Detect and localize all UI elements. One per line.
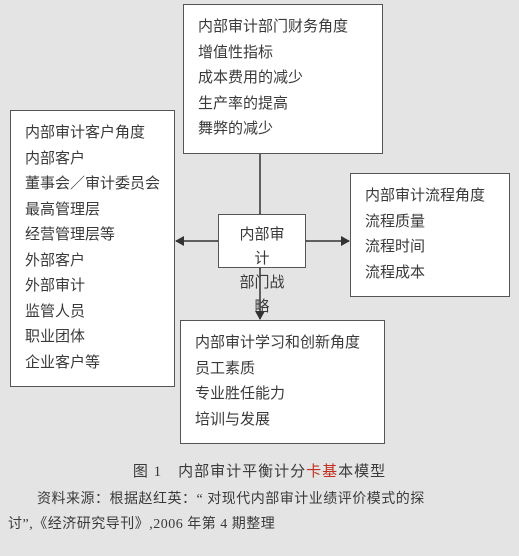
panel-process: 内部审计流程角度流程质量流程时间流程成本 xyxy=(350,173,510,297)
panel-customer: 内部审计客户角度内部客户董事会／审计委员会最高管理层经营管理层等外部客户外部审计… xyxy=(10,110,175,387)
panel-line: 内部审计部门财务角度 xyxy=(198,15,368,41)
panel-line: 内部审计客户角度 xyxy=(25,121,160,147)
panel-line: 流程质量 xyxy=(365,210,495,236)
panel-line: 舞弊的减少 xyxy=(198,117,368,143)
panel-line: 内部客户 xyxy=(25,147,160,173)
caption-suffix: 本模型 xyxy=(338,464,386,480)
center-line1: 内部审计 xyxy=(233,223,291,271)
panel-line: 职业团体 xyxy=(25,325,160,351)
source-line1: 资料来源：根据赵红英：“ 对现代内部审计业绩评价模式的探 xyxy=(8,488,511,513)
panel-process-lines: 内部审计流程角度流程质量流程时间流程成本 xyxy=(351,174,509,296)
panel-customer-lines: 内部审计客户角度内部客户董事会／审计委员会最高管理层经营管理层等外部客户外部审计… xyxy=(11,111,174,386)
panel-line: 培训与发展 xyxy=(195,408,370,434)
panel-line: 董事会／审计委员会 xyxy=(25,172,160,198)
panel-line: 流程时间 xyxy=(365,235,495,261)
panel-line: 成本费用的减少 xyxy=(198,66,368,92)
figure-caption: 图 1 内部审计平衡计分卡基本模型 xyxy=(0,460,519,481)
panel-learning: 内部审计学习和创新角度员工素质专业胜任能力培训与发展 xyxy=(180,320,385,444)
panel-line: 外部审计 xyxy=(25,274,160,300)
figure-source: 资料来源：根据赵红英：“ 对现代内部审计业绩评价模式的探 讨”,《经济研究导刊》… xyxy=(8,488,511,537)
panel-line: 监管人员 xyxy=(25,300,160,326)
panel-line: 生产率的提高 xyxy=(198,92,368,118)
panel-financial: 内部审计部门财务角度增值性指标成本费用的减少生产率的提高舞弊的减少 xyxy=(183,4,383,154)
center-node: 内部审计 部门战略 xyxy=(218,214,306,268)
panel-learning-lines: 内部审计学习和创新角度员工素质专业胜任能力培训与发展 xyxy=(181,321,384,443)
source-line2: 讨”,《经济研究导刊》,2006 年第 4 期整理 xyxy=(8,513,511,538)
center-line2: 部门战略 xyxy=(233,271,291,319)
panel-line: 内部审计学习和创新角度 xyxy=(195,331,370,357)
panel-line: 增值性指标 xyxy=(198,41,368,67)
panel-line: 企业客户等 xyxy=(25,351,160,377)
caption-red: 卡基 xyxy=(306,464,338,480)
panel-financial-lines: 内部审计部门财务角度增值性指标成本费用的减少生产率的提高舞弊的减少 xyxy=(184,5,382,153)
panel-line: 最高管理层 xyxy=(25,198,160,224)
panel-line: 经营管理层等 xyxy=(25,223,160,249)
panel-line: 员工素质 xyxy=(195,357,370,383)
caption-prefix: 图 1 内部审计平衡计分 xyxy=(133,464,306,480)
panel-line: 内部审计流程角度 xyxy=(365,184,495,210)
panel-line: 专业胜任能力 xyxy=(195,382,370,408)
panel-line: 外部客户 xyxy=(25,249,160,275)
panel-line: 流程成本 xyxy=(365,261,495,287)
